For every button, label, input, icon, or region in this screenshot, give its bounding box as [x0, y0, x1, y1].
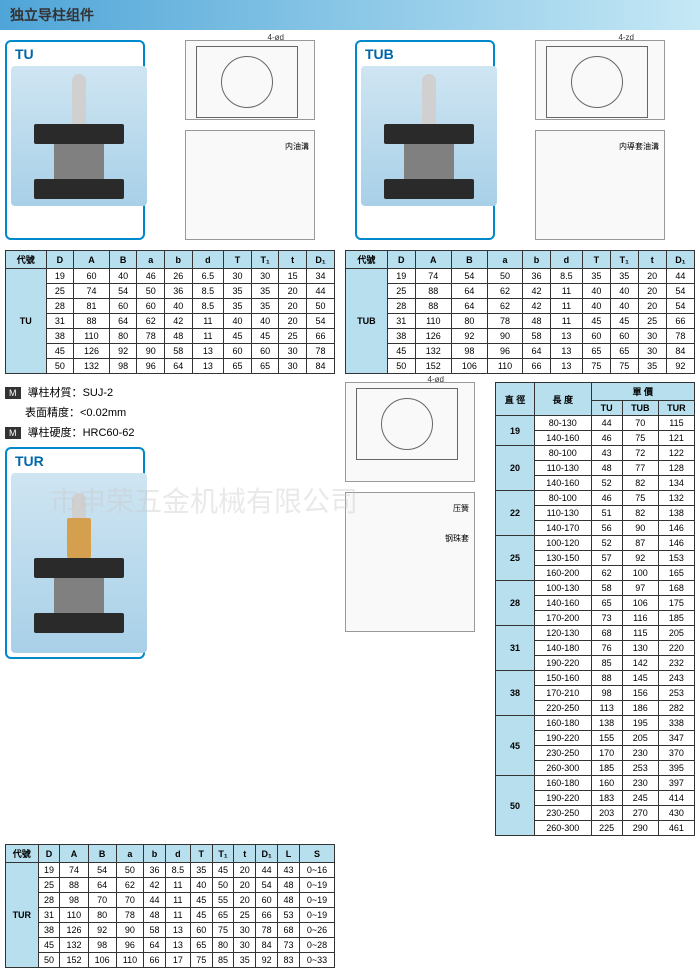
product-label-tub: TUB	[357, 42, 493, 66]
drawings-tub: 4-zd 内導套油溝	[505, 40, 695, 240]
product-card-tub: TUB	[355, 40, 495, 240]
product-image-tub	[361, 66, 497, 206]
drawings-tur: 4-ød 压簧 钢珠套	[345, 382, 485, 836]
drawings-tu: 4-ød 内油溝	[155, 40, 345, 240]
product-label-tu: TU	[7, 42, 143, 66]
table-tub: 代號DABabdTT₁tD₁ TUB19745450368.5353520442…	[345, 250, 695, 374]
price-table: 直 徑 長 度 單 價 TU TUB TUR 1980-130447011514…	[495, 382, 695, 836]
spec-hardness: M 導柱硬度：HRC60-62	[5, 422, 335, 442]
product-card-tur: TUR	[5, 447, 145, 659]
product-card-tu: TU	[5, 40, 145, 240]
spec-precision: 表面精度：<0.02mm	[5, 402, 335, 422]
table-tu: 代號DABabdTT₁tD₁ TU19604046266.53030153425…	[5, 250, 335, 374]
product-label-tur: TUR	[7, 449, 143, 473]
product-image-tu	[11, 66, 147, 206]
product-image-tur	[11, 473, 147, 653]
spec-material: M 導柱材質：SUJ-2	[5, 382, 335, 402]
page-header: 独立导柱组件	[0, 0, 700, 30]
table-tur: 代號DABabdTT₁tD₁LS TUR19745450368.53545204…	[5, 844, 335, 968]
